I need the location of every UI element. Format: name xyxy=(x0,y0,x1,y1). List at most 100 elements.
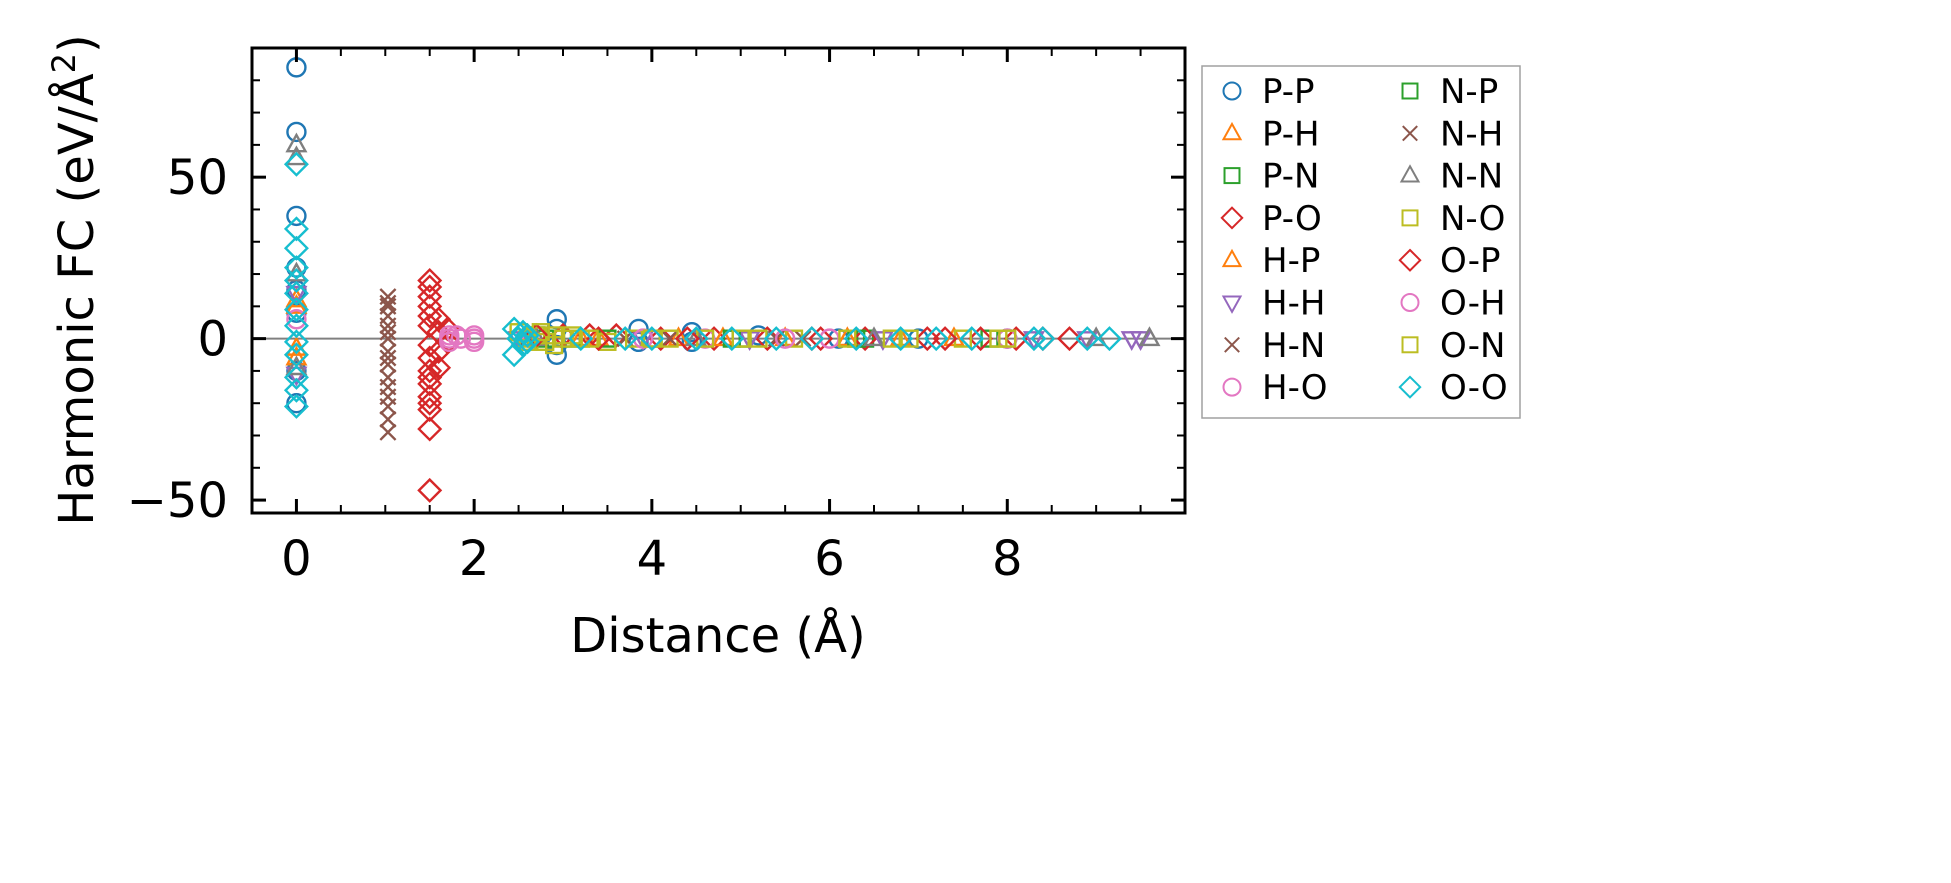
legend-label: H-H xyxy=(1262,284,1325,324)
legend-entry-o-h: O-H xyxy=(1400,284,1506,324)
legend-label: O-H xyxy=(1440,284,1506,324)
legend-marker xyxy=(1221,248,1243,268)
data-point xyxy=(1021,326,1047,352)
legend-label: N-H xyxy=(1440,114,1503,154)
legend-marker xyxy=(1399,164,1421,183)
data-point xyxy=(612,326,638,352)
data-point xyxy=(417,364,443,390)
data-point xyxy=(283,377,309,403)
data-point xyxy=(862,326,886,347)
legend-entry-o-p: O-P xyxy=(1398,241,1500,281)
data-point xyxy=(1074,326,1100,352)
data-point xyxy=(568,326,594,352)
data-point xyxy=(888,326,914,352)
data-point xyxy=(648,326,674,352)
y-tick-label: −50 xyxy=(127,473,228,529)
legend-marker xyxy=(1398,248,1422,272)
data-point xyxy=(544,335,564,355)
x-tick-label: 8 xyxy=(992,531,1023,587)
legend-label: O-P xyxy=(1440,241,1500,281)
data-point xyxy=(283,364,309,390)
data-point xyxy=(379,388,397,406)
data-point xyxy=(379,294,397,312)
data-point xyxy=(379,410,397,428)
x-axis-title: Distance (Å) xyxy=(570,607,865,664)
data-point xyxy=(506,326,532,352)
data-point xyxy=(989,329,1008,348)
data-point xyxy=(932,326,958,352)
scatter-points xyxy=(283,57,1161,503)
data-point xyxy=(628,318,649,340)
data-point xyxy=(283,268,309,293)
legend-entry-o-n: O-N xyxy=(1401,326,1505,366)
data-point xyxy=(914,326,940,352)
legend-label: O-N xyxy=(1440,326,1505,366)
data-point xyxy=(1022,331,1045,351)
data-point xyxy=(959,326,985,352)
data-point xyxy=(283,280,309,306)
legend-marker xyxy=(1222,377,1242,397)
data-point xyxy=(882,329,901,348)
data-point xyxy=(417,358,443,384)
x-tick-label: 6 xyxy=(814,531,845,587)
data-point xyxy=(642,329,661,348)
legend-entry-n-n: N-N xyxy=(1399,157,1503,197)
legend-marker xyxy=(1221,121,1243,141)
data-point xyxy=(1096,326,1122,352)
legend-label: P-P xyxy=(1262,72,1315,112)
y-axis-title-close: ) xyxy=(49,34,105,53)
data-point xyxy=(285,285,308,306)
data-point xyxy=(968,326,994,352)
legend-entry-n-h: N-H xyxy=(1402,114,1503,154)
data-point xyxy=(283,216,309,242)
data-point xyxy=(450,328,472,349)
data-point xyxy=(379,343,397,361)
data-point xyxy=(417,268,443,293)
plot-frame xyxy=(250,46,1187,515)
data-point xyxy=(283,235,309,261)
data-point xyxy=(661,330,679,348)
legend-label: H-P xyxy=(1262,241,1320,281)
legend-marker xyxy=(1401,336,1419,354)
y-axis-title: Harmonic FC (eV/Å2) xyxy=(45,34,105,526)
data-point xyxy=(417,477,443,503)
data-point xyxy=(683,326,709,352)
data-point xyxy=(379,323,397,341)
data-point xyxy=(1138,326,1161,347)
legend-entries: P-PP-HP-NP-OH-PH-HH-NH-ON-PN-HN-NN-OO-PO… xyxy=(1220,72,1508,408)
data-point xyxy=(417,416,443,442)
legend-label: H-O xyxy=(1262,368,1328,408)
legend-marker xyxy=(1401,209,1419,227)
legend-marker xyxy=(1401,82,1419,100)
legend-marker xyxy=(1224,336,1240,353)
y-axis-title-main: Harmonic FC (eV/Å xyxy=(48,73,105,526)
data-point xyxy=(1030,326,1056,352)
data-point xyxy=(586,326,612,352)
data-point xyxy=(417,384,443,410)
data-point xyxy=(446,325,467,346)
data-point xyxy=(900,329,919,348)
legend-marker xyxy=(1220,206,1244,230)
data-point xyxy=(1129,331,1152,351)
legend-entry-h-p: H-P xyxy=(1221,241,1320,281)
data-point xyxy=(285,132,308,153)
legend-entry-n-o: N-O xyxy=(1401,199,1505,239)
data-point xyxy=(501,316,527,342)
data-point xyxy=(283,297,309,323)
data-point xyxy=(1056,326,1082,352)
data-point xyxy=(763,326,789,352)
data-point xyxy=(286,121,307,143)
data-point xyxy=(639,326,665,352)
legend-label: P-H xyxy=(1262,114,1320,154)
series-o-o xyxy=(283,151,1122,419)
legend-frame xyxy=(1201,65,1521,419)
y-axis-title-superscript: 2 xyxy=(45,53,83,73)
x-tick-label: 2 xyxy=(459,531,490,587)
x-tick-label: 0 xyxy=(281,531,312,587)
data-point xyxy=(285,355,308,376)
legend-entry-p-h: P-H xyxy=(1221,114,1320,154)
legend-label: P-O xyxy=(1262,199,1322,239)
data-point xyxy=(843,326,869,352)
data-point xyxy=(286,309,307,330)
